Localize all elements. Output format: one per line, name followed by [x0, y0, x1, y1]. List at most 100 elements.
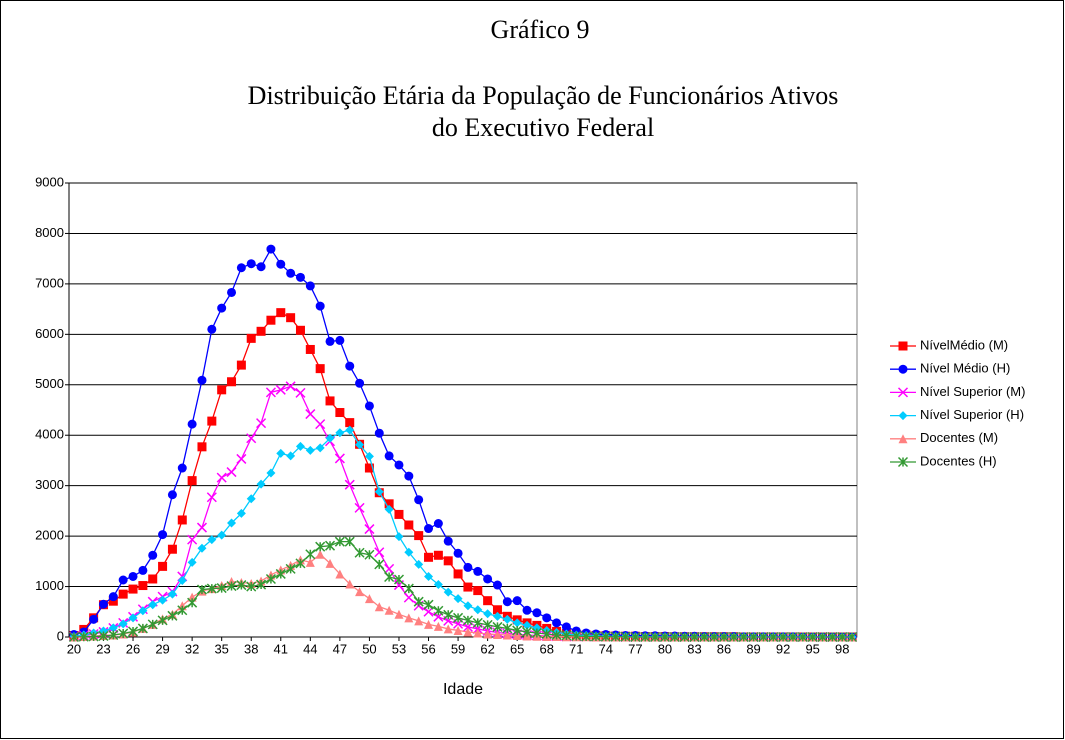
marker	[364, 549, 375, 560]
marker	[403, 583, 414, 594]
marker	[423, 599, 434, 610]
marker	[413, 596, 424, 607]
marker	[138, 565, 148, 575]
marker	[197, 543, 207, 553]
marker	[118, 619, 128, 629]
marker	[177, 605, 188, 616]
marker	[256, 579, 267, 590]
marker	[551, 629, 562, 641]
marker	[216, 583, 227, 594]
marker	[227, 518, 237, 528]
marker	[236, 580, 247, 591]
marker	[492, 611, 502, 621]
marker	[394, 509, 404, 519]
x-tick-label: 47	[333, 641, 347, 656]
marker	[206, 492, 217, 503]
marker	[305, 557, 315, 567]
legend-label: Docentes (M)	[920, 430, 998, 445]
marker	[414, 559, 424, 569]
marker	[414, 495, 424, 505]
marker	[266, 468, 276, 478]
marker	[542, 613, 552, 623]
legend-marker	[898, 411, 908, 421]
marker	[403, 592, 414, 603]
marker	[472, 617, 483, 628]
marker	[324, 540, 336, 551]
marker	[443, 556, 453, 566]
x-tick-label: 23	[96, 641, 110, 656]
marker	[265, 387, 276, 398]
marker	[265, 573, 276, 585]
marker	[128, 571, 138, 581]
marker	[187, 419, 197, 429]
marker	[128, 584, 138, 594]
y-tick-label: 5000	[35, 376, 64, 391]
marker	[384, 571, 395, 583]
marker	[315, 443, 325, 453]
marker	[256, 262, 266, 272]
y-tick-label: 9000	[35, 174, 64, 189]
marker	[433, 550, 443, 560]
marker	[492, 605, 502, 615]
marker	[335, 569, 345, 579]
marker	[355, 378, 365, 388]
marker	[384, 499, 394, 509]
y-tick-label: 8000	[35, 225, 64, 240]
marker	[157, 615, 168, 626]
marker	[807, 631, 818, 643]
marker	[394, 609, 404, 619]
marker	[738, 631, 749, 643]
marker	[394, 532, 404, 542]
x-tick-label: 41	[274, 641, 288, 656]
marker	[433, 621, 443, 631]
marker	[552, 618, 562, 628]
series-line	[73, 541, 853, 638]
marker	[285, 381, 296, 392]
legend-marker	[898, 341, 908, 351]
marker	[167, 589, 177, 599]
marker	[424, 571, 434, 581]
marker	[728, 631, 739, 643]
marker	[334, 453, 345, 464]
legend-label: Nível Superior (M)	[920, 384, 1025, 399]
marker	[187, 534, 198, 545]
marker	[492, 621, 503, 632]
marker	[462, 615, 473, 626]
legend-marker	[897, 456, 909, 468]
x-tick-label: 86	[717, 641, 731, 656]
marker	[355, 587, 365, 597]
marker	[512, 630, 522, 640]
marker	[453, 612, 464, 623]
marker	[522, 605, 532, 615]
marker	[364, 401, 374, 411]
marker	[345, 579, 355, 589]
marker	[512, 618, 522, 628]
marker	[177, 576, 187, 586]
marker	[463, 627, 473, 637]
marker	[207, 416, 217, 426]
marker	[315, 419, 326, 430]
marker	[374, 547, 385, 558]
marker	[404, 547, 414, 557]
marker	[522, 620, 532, 630]
marker	[236, 360, 246, 370]
marker	[217, 385, 227, 395]
marker	[276, 448, 286, 458]
marker	[285, 563, 296, 574]
marker	[236, 263, 246, 273]
marker	[374, 602, 384, 612]
marker	[473, 586, 483, 596]
marker	[256, 326, 266, 336]
marker	[483, 629, 493, 639]
marker	[295, 558, 306, 569]
x-tick-label: 95	[805, 641, 819, 656]
x-tick-label: 38	[244, 641, 258, 656]
marker	[473, 566, 483, 576]
marker	[158, 561, 168, 571]
marker	[512, 625, 523, 636]
marker	[463, 601, 473, 611]
marker	[384, 563, 395, 574]
marker	[521, 626, 533, 637]
marker	[148, 600, 158, 610]
marker	[108, 592, 118, 602]
